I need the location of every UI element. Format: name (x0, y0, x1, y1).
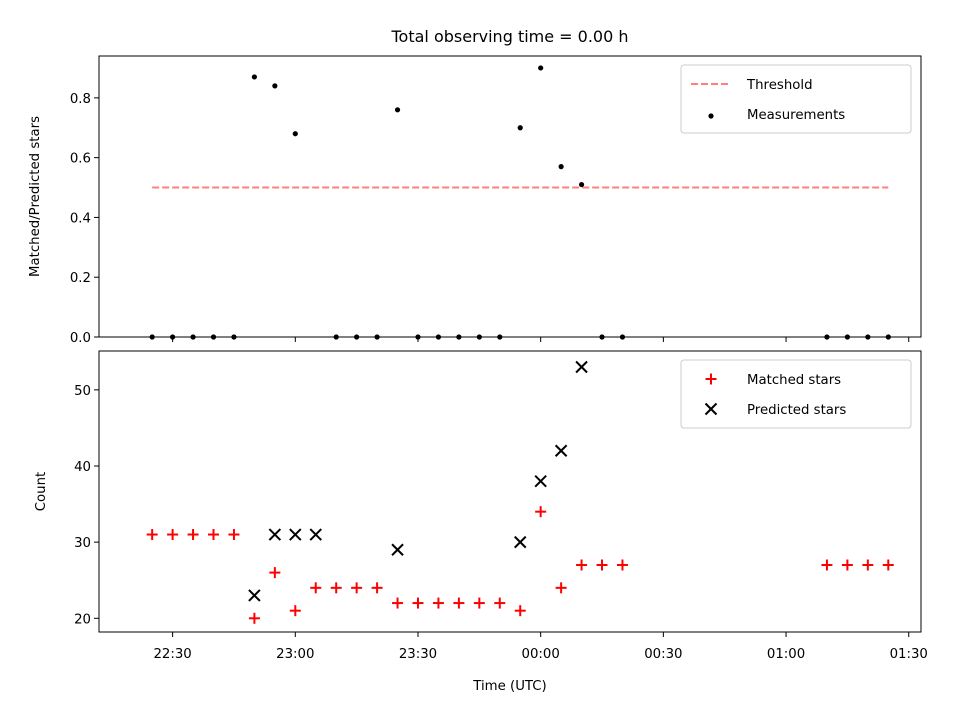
measurement-point (394, 107, 401, 113)
legend-label: Matched stars (747, 373, 841, 388)
predicted-star-marker (309, 528, 322, 541)
y-axis-label: Count (34, 472, 49, 512)
legend-label: Measurements (747, 108, 845, 123)
matched-star-marker (269, 567, 281, 579)
matched-star-marker (882, 559, 894, 571)
measurement-point (538, 65, 544, 71)
predicted-star-marker (289, 528, 302, 541)
x-tick-label: 01:00 (767, 647, 805, 662)
matched-star-marker (555, 582, 567, 594)
legend-matched-swatch (705, 373, 717, 385)
count-panel: 20 30 40 50 22:30 23:00 23:30 00:00 00:30 01:00 01… (34, 350, 928, 662)
y-tick-label: 30 (74, 536, 91, 551)
x-tick-label: 00:30 (644, 647, 682, 662)
matched-star-marker (841, 559, 853, 571)
matched-star-marker (392, 597, 404, 609)
measurement-point (578, 181, 585, 188)
chart-title: Total observing time = 0.00 h (390, 27, 628, 46)
legend-label: Predicted stars (747, 403, 846, 418)
x-axis-label: Time (UTC) (472, 679, 547, 694)
ratio-panel: 0.0 0.2 0.4 0.6 0.8 Matched/Predicted stars Th… (28, 55, 922, 346)
plot-frame (98, 350, 922, 633)
matched-star-marker (616, 559, 628, 571)
matched-star-marker (289, 605, 301, 617)
matched-star-marker (208, 529, 220, 541)
matched-star-marker (576, 559, 588, 571)
legend-label: Threshold (746, 78, 813, 93)
matched-star-marker (187, 529, 199, 541)
matched-star-marker (432, 597, 444, 609)
measurement-point (251, 74, 258, 80)
y-tick-label: 0.8 (70, 92, 91, 107)
legend-measurement-swatch (708, 113, 714, 119)
matched-star-marker (494, 597, 506, 609)
predicted-star-marker (554, 444, 568, 457)
y-tick-label: 0.6 (70, 152, 91, 167)
x-tick-label: 01:30 (890, 647, 928, 662)
legend-frame (680, 64, 912, 134)
matched-star-marker (412, 597, 424, 609)
matched-star-marker (473, 597, 485, 609)
predicted-star-marker (391, 543, 404, 556)
legend-predicted-swatch (704, 402, 718, 416)
y-tick-label: 20 (74, 612, 91, 627)
matched-star-marker (146, 529, 158, 541)
measurement-point (517, 125, 523, 131)
matched-star-marker (310, 582, 322, 594)
plot-frame (98, 55, 922, 338)
matched-star-marker (514, 605, 526, 617)
predicted-star-marker (248, 589, 261, 602)
predicted-star-marker (514, 535, 527, 549)
matched-star-marker (453, 597, 465, 609)
predicted-star-marker (575, 360, 588, 374)
y-axis-label: Matched/Predicted stars (28, 116, 43, 277)
predicted-star-marker (268, 528, 282, 541)
matched-star-marker (596, 559, 608, 571)
matched-star-marker (351, 582, 363, 594)
legend-frame (680, 359, 912, 429)
x-tick-label: 00:00 (522, 647, 560, 662)
y-tick-label: 50 (74, 384, 91, 399)
matched-star-marker (167, 529, 179, 541)
matched-star-marker (535, 506, 547, 518)
x-tick-label: 23:00 (276, 647, 314, 662)
measurement-point (292, 131, 298, 137)
x-tick-label: 23:30 (399, 647, 437, 662)
y-tick-label: 0.2 (70, 271, 91, 286)
matched-star-marker (821, 559, 833, 571)
y-tick-label: 0.0 (70, 331, 91, 346)
y-tick-label: 0.4 (70, 211, 91, 226)
y-tick-label: 40 (74, 460, 91, 475)
measurement-point (558, 164, 564, 170)
matched-star-marker (371, 582, 383, 594)
legend: Threshold Measurements (680, 64, 912, 134)
matched-star-marker (862, 559, 874, 571)
matched-star-marker (330, 582, 342, 594)
matched-star-marker (248, 612, 260, 624)
x-tick-label: 22:30 (153, 647, 191, 662)
matched-star-marker (228, 529, 240, 541)
measurement-point (272, 83, 278, 89)
legend: Matched stars Predicted stars (680, 359, 912, 429)
predicted-star-marker (534, 475, 547, 488)
